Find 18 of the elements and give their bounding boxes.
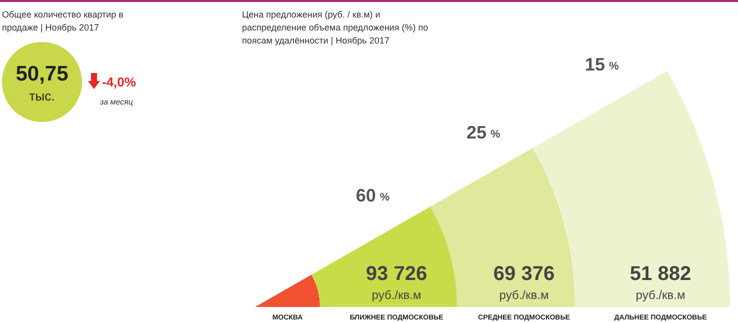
- data-label: 15: [584, 54, 605, 74]
- text: 50,75: [16, 62, 68, 86]
- data-label: 69 376: [493, 263, 555, 285]
- data-label: 51 882: [630, 263, 692, 285]
- text: тыс.: [29, 88, 55, 104]
- text: Общее количество квартир в продаже | Ноябрь 2017: [2, 10, 126, 32]
- text: руб./кв.м: [499, 288, 549, 302]
- text: руб./кв.м: [636, 288, 686, 302]
- text: -4,0%: [102, 74, 136, 90]
- data-label: 60: [356, 186, 376, 206]
- data-label: 25: [466, 122, 486, 142]
- text: за месяц: [99, 98, 134, 106]
- text: %: [608, 60, 619, 72]
- text: %: [380, 192, 390, 204]
- text: руб./кв.м: [372, 288, 422, 302]
- text: Цена предложения (руб. / кв.м) и распределение объема предложения (%) по поясам удалённости | Ноябрь 2017: [242, 10, 431, 46]
- data-label: 93 726: [366, 263, 428, 285]
- text: %: [490, 128, 500, 140]
